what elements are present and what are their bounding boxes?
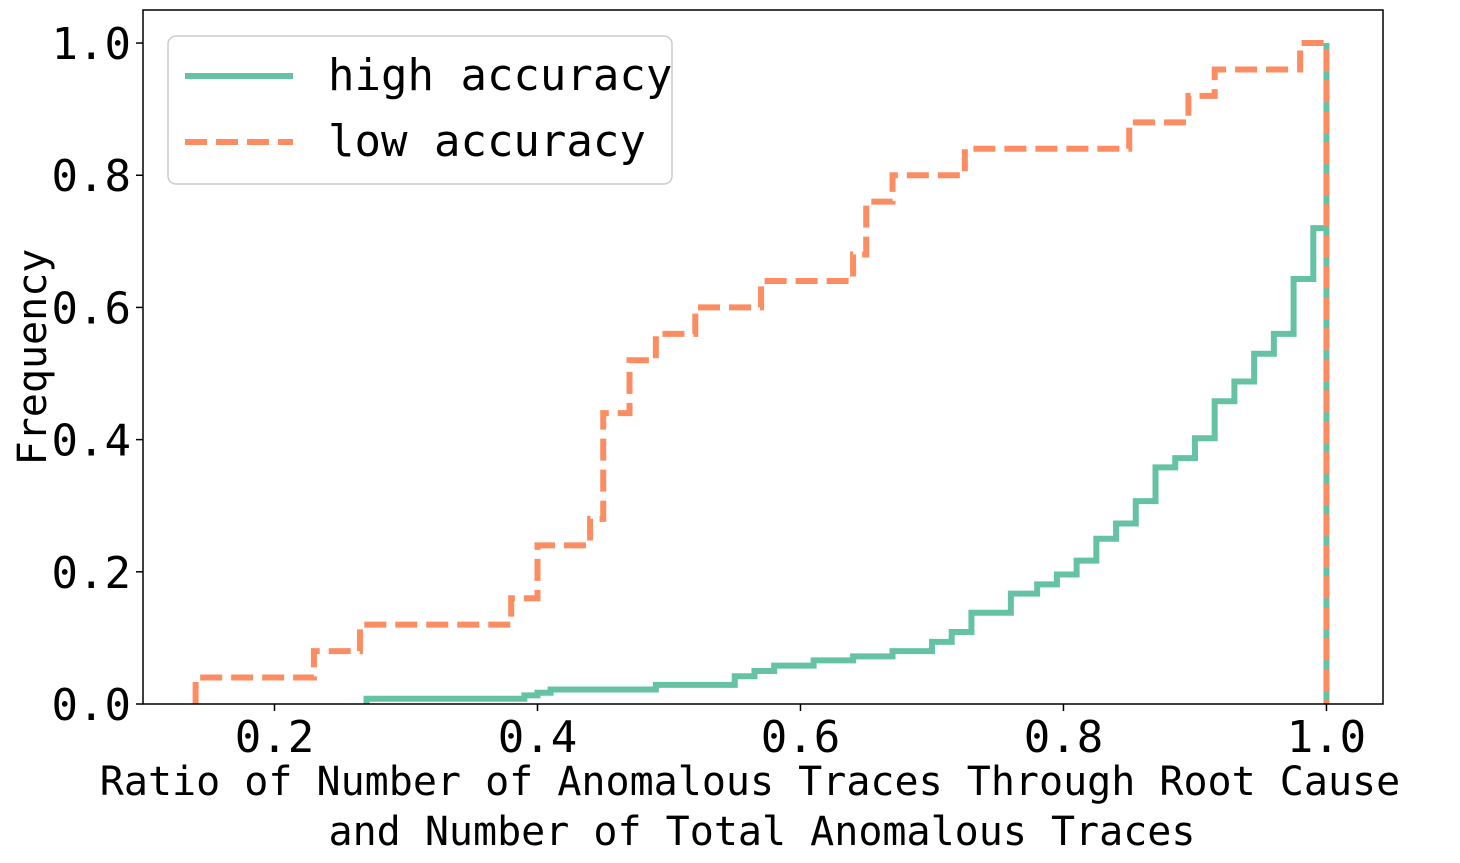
x-axis-label-line-2: and Number of Total Anomalous Traces bbox=[329, 809, 1196, 855]
x-tick-label: 0.4 bbox=[498, 712, 577, 763]
x-tick-label: 0.8 bbox=[1024, 712, 1103, 763]
legend-label: low accuracy bbox=[328, 116, 646, 167]
legend-label: high accuracy bbox=[328, 50, 672, 101]
legend-box bbox=[167, 35, 673, 185]
y-tick-label: 0.4 bbox=[52, 416, 131, 467]
y-tick-label: 0.0 bbox=[52, 680, 131, 731]
legend: high accuracy low accuracy bbox=[167, 35, 673, 185]
y-tick-label: 0.2 bbox=[52, 548, 131, 599]
x-tick-label: 0.2 bbox=[235, 712, 314, 763]
y-axis-label: Frequency bbox=[10, 249, 56, 466]
y-tick-label: 0.8 bbox=[52, 151, 131, 202]
plot-frame bbox=[142, 9, 1384, 705]
x-axis-label-line-1: Ratio of Number of Anomalous Traces Thro… bbox=[100, 759, 1400, 805]
series-line-high-accuracy bbox=[363, 43, 1330, 704]
y-axis: 0.0 0.2 0.4 0.6 0.8 1.0 bbox=[52, 19, 143, 731]
x-axis: 0.2 0.4 0.6 0.8 1.0 bbox=[235, 704, 1366, 763]
x-tick-label: 0.6 bbox=[761, 712, 840, 763]
x-tick-label: 1.0 bbox=[1287, 712, 1366, 763]
series-line-low-accuracy bbox=[192, 40, 1330, 704]
series-layer bbox=[192, 40, 1330, 704]
y-tick-label: 1.0 bbox=[52, 19, 131, 70]
y-tick-label: 0.6 bbox=[52, 283, 131, 334]
